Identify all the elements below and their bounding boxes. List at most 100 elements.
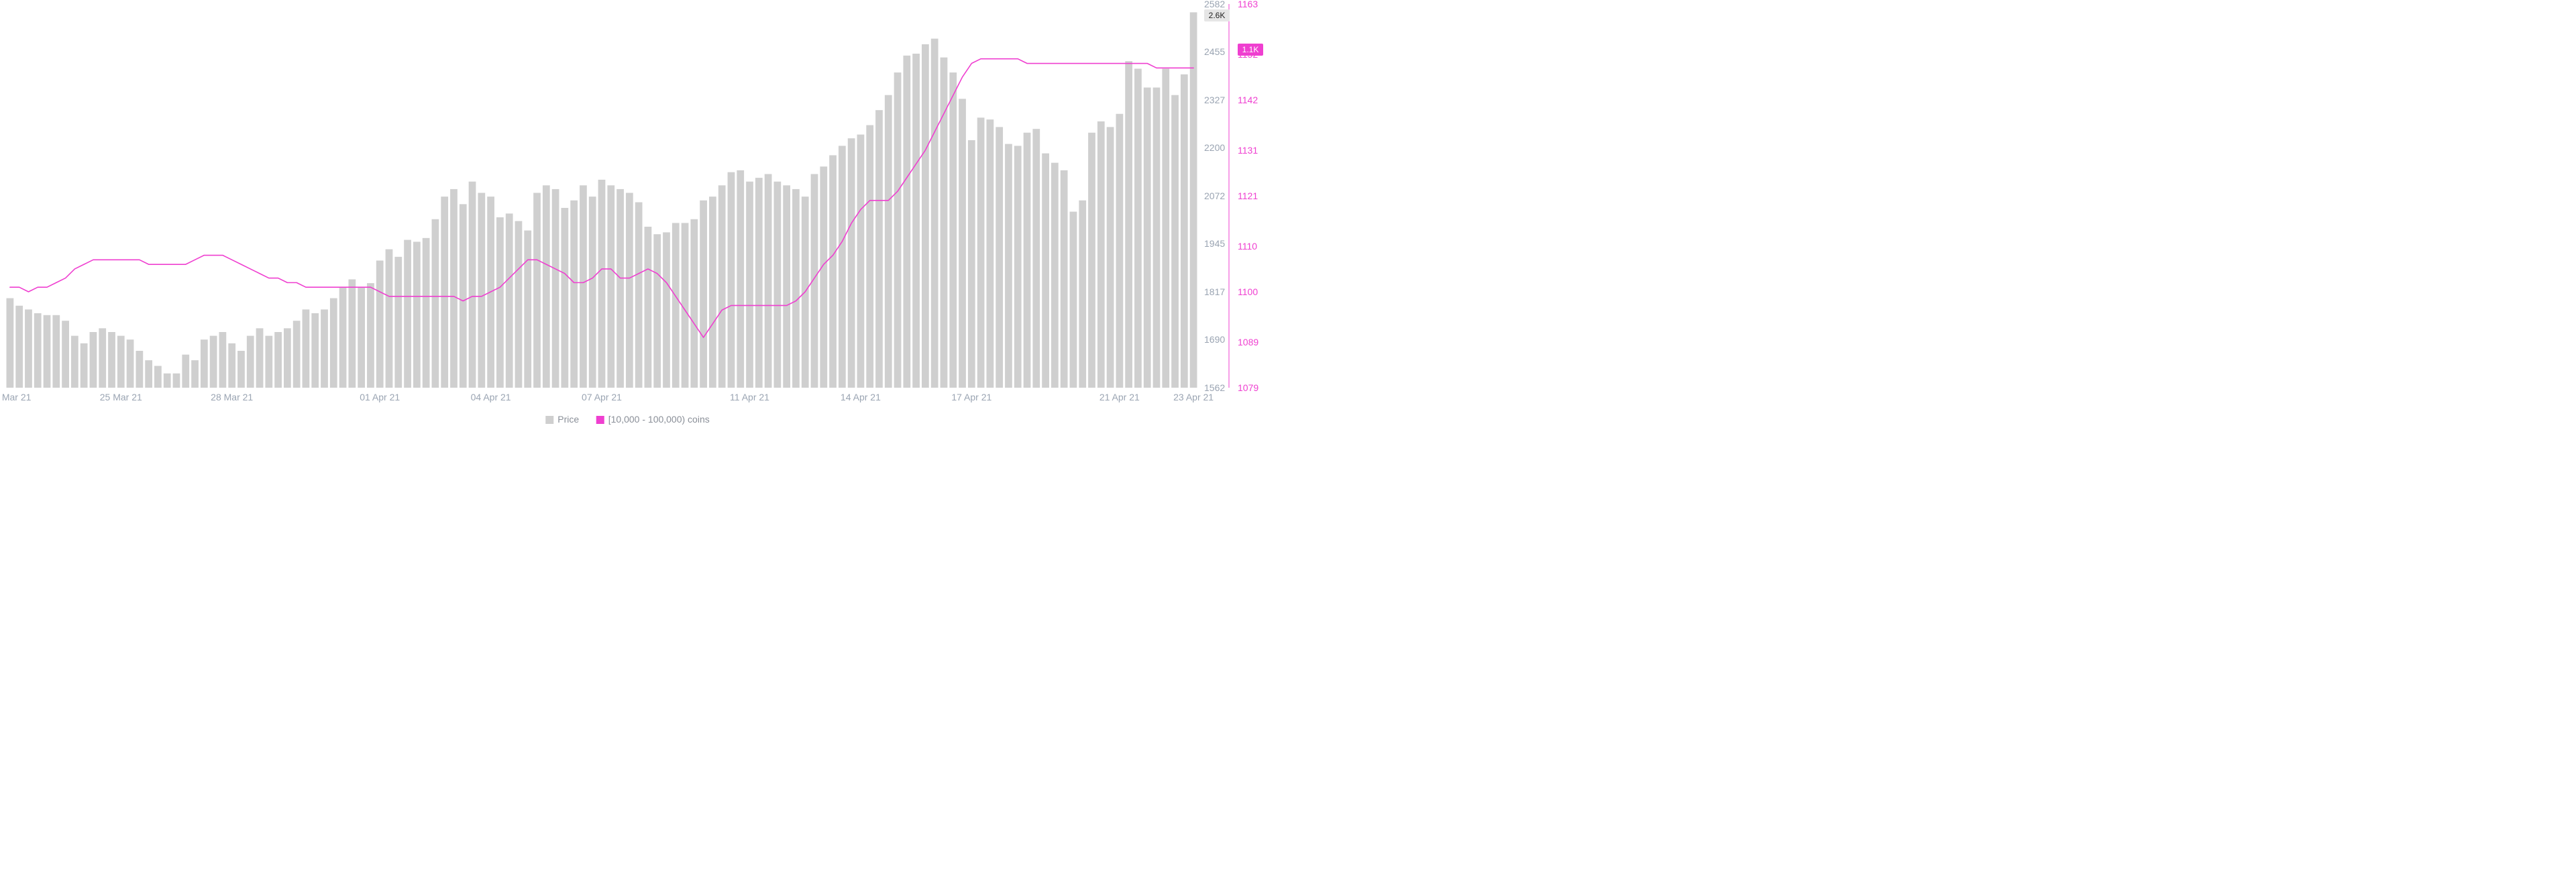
price-bar xyxy=(543,185,550,388)
price-bar xyxy=(145,360,152,388)
price-bar xyxy=(1097,121,1105,388)
price-bar xyxy=(348,279,356,388)
y-left-tick-label: 2200 xyxy=(1204,142,1225,153)
price-coins-chart: 2582245523272200207219451817169015621163… xyxy=(0,0,1288,436)
price-bar xyxy=(682,223,689,388)
price-bar xyxy=(44,315,51,388)
price-bar xyxy=(718,185,726,388)
x-tick-label: 23 Apr 21 xyxy=(1173,392,1214,402)
price-bar xyxy=(765,174,772,388)
price-bar xyxy=(413,241,421,388)
price-bar xyxy=(1070,212,1077,388)
price-bar xyxy=(173,374,180,388)
price-bar xyxy=(367,283,374,388)
price-bar xyxy=(71,336,78,388)
price-bar xyxy=(376,260,384,388)
price-bar xyxy=(182,355,189,388)
price-bar xyxy=(394,257,402,388)
price-bar xyxy=(820,166,827,388)
y-right-tick-label: 1131 xyxy=(1238,145,1258,156)
price-bar xyxy=(885,95,892,388)
price-bar xyxy=(441,197,448,388)
price-bar xyxy=(52,315,60,388)
y-right-tick-label: 1100 xyxy=(1238,286,1258,297)
price-bar xyxy=(1134,68,1142,388)
price-bar xyxy=(1162,68,1169,388)
line-last-badge: 1.1K xyxy=(1238,44,1263,56)
price-bar xyxy=(1032,129,1040,388)
price-bar xyxy=(829,155,837,388)
price-bar xyxy=(164,374,171,388)
price-bar xyxy=(931,39,938,388)
price-bar xyxy=(201,339,208,388)
price-bar xyxy=(460,204,467,388)
y-left-tick-label: 1817 xyxy=(1204,286,1225,297)
legend-swatch xyxy=(545,416,553,424)
price-bar xyxy=(875,110,883,388)
price-bar xyxy=(672,223,680,388)
price-bar xyxy=(645,227,652,388)
price-bar xyxy=(653,234,661,388)
price-bar xyxy=(1088,133,1095,388)
price-bar xyxy=(987,119,994,388)
price-bar xyxy=(265,336,272,388)
price-bar xyxy=(626,193,633,388)
price-bar xyxy=(1171,95,1179,388)
y-left-tick-label: 2072 xyxy=(1204,190,1225,201)
y-right-tick-label: 1163 xyxy=(1238,0,1258,9)
price-bar xyxy=(7,298,14,388)
price-bar xyxy=(728,172,735,388)
x-tick-label: 14 Apr 21 xyxy=(841,392,881,402)
price-bar xyxy=(848,138,855,388)
legend: Price[10,000 - 100,000) coins xyxy=(545,414,710,425)
x-tick-label: 25 Mar 21 xyxy=(100,392,142,402)
price-bar xyxy=(792,189,800,388)
price-bar xyxy=(321,309,328,388)
price-bar xyxy=(1153,87,1161,388)
price-bar xyxy=(108,332,115,388)
price-bar xyxy=(580,185,587,388)
price-bar xyxy=(191,360,199,388)
price-bar xyxy=(478,193,485,388)
price-bar xyxy=(774,182,782,388)
price-bar xyxy=(598,180,606,388)
price-bar xyxy=(1144,87,1151,388)
price-bar xyxy=(1042,154,1049,388)
y-left-tick-label: 1690 xyxy=(1204,334,1225,345)
price-bar xyxy=(922,44,929,388)
y-left-tick-label: 2327 xyxy=(1204,95,1225,105)
price-bar xyxy=(866,125,873,388)
price-bar xyxy=(996,127,1003,388)
price-bar xyxy=(423,238,430,388)
price-bar xyxy=(219,332,227,388)
y-right-tick-label: 1089 xyxy=(1238,337,1258,347)
price-bar xyxy=(80,343,88,388)
svg-text:1.1K: 1.1K xyxy=(1242,45,1259,54)
price-bar xyxy=(1190,12,1197,388)
x-tick-label: 07 Apr 21 xyxy=(582,392,622,402)
price-bar xyxy=(977,117,985,388)
price-bar xyxy=(293,321,301,388)
y-left-tick-label: 1945 xyxy=(1204,238,1225,249)
chart-svg: 2582245523272200207219451817169015621163… xyxy=(0,0,1288,436)
price-bar xyxy=(1061,170,1068,388)
price-bar xyxy=(839,146,846,388)
price-bar xyxy=(1181,74,1188,388)
x-tick-label: 01 Apr 21 xyxy=(360,392,400,402)
price-bar xyxy=(894,72,902,388)
price-bar xyxy=(228,343,235,388)
price-bar xyxy=(968,140,975,388)
x-tick-label: 28 Mar 21 xyxy=(211,392,253,402)
price-bar xyxy=(1125,61,1132,388)
price-bar xyxy=(1107,127,1114,388)
x-tick-label: 17 Apr 21 xyxy=(951,392,991,402)
price-bar xyxy=(256,328,264,388)
price-bar xyxy=(154,366,162,388)
y-left-tick-label: 2582 xyxy=(1204,0,1225,9)
price-bar xyxy=(1024,133,1031,388)
price-bar xyxy=(210,336,217,388)
price-bar xyxy=(469,182,476,388)
price-bar xyxy=(311,313,319,388)
price-bar xyxy=(34,313,42,388)
x-tick-label: 11 Apr 21 xyxy=(730,392,769,402)
